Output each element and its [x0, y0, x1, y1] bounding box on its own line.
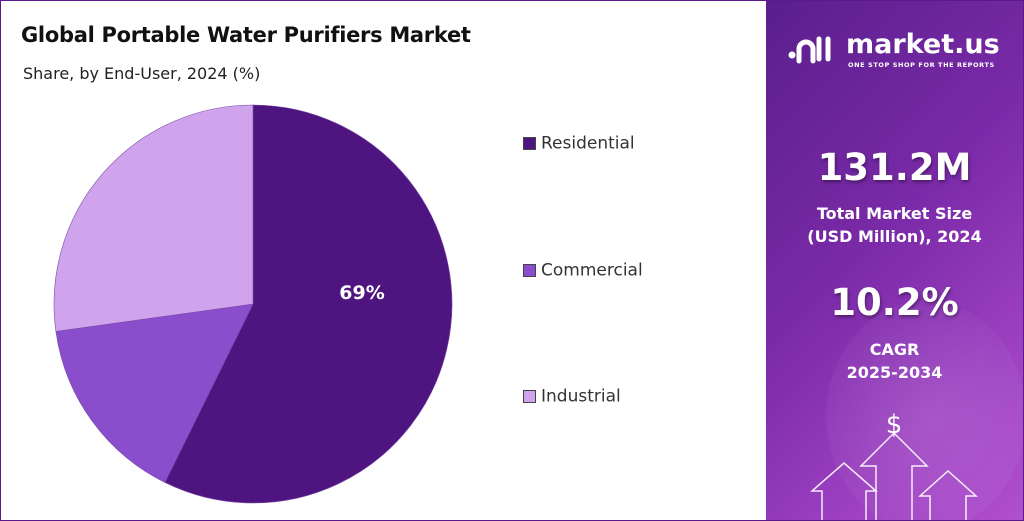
- pie-slice-industrial: [53, 104, 254, 332]
- pie-slice-residential: [164, 104, 453, 504]
- pie-chart: 69%: [53, 104, 453, 504]
- logo-name: market.us: [846, 29, 1000, 60]
- chart-title: Global Portable Water Purifiers Market: [21, 23, 471, 47]
- legend-swatch: [523, 137, 536, 150]
- market-size-value: 131.2M: [817, 146, 972, 189]
- cagr-value: 10.2%: [830, 281, 959, 324]
- legend-label: Residential: [541, 133, 635, 154]
- stats-panel: market.us ONE STOP SHOP FOR THE REPORTS …: [766, 1, 1023, 520]
- data-label-residential: 69%: [339, 282, 384, 304]
- logo-mark-icon: [788, 36, 831, 64]
- market-size-label-line2: (USD Million), 2024: [807, 227, 982, 246]
- background-glow: [826, 301, 1023, 520]
- legend-item-commercial: Commercial: [523, 260, 643, 281]
- dollar-icon: $: [886, 410, 903, 440]
- cagr-label-line1: CAGR: [869, 340, 920, 359]
- pie-slice-commercial: [55, 303, 254, 483]
- chart-subtitle: Share, by End-User, 2024 (%): [23, 64, 261, 83]
- market-size-label-line1: Total Market Size: [816, 204, 973, 223]
- cagr-label: CAGR 2025-2034: [766, 338, 1023, 384]
- market-size-label: Total Market Size (USD Million), 2024: [766, 202, 1023, 248]
- legend-label: Commercial: [541, 260, 643, 281]
- cagr-label-line2: 2025-2034: [846, 363, 943, 382]
- growth-arrows-icon: $: [810, 410, 978, 520]
- chart-panel: Global Portable Water Purifiers Market S…: [1, 1, 765, 520]
- legend-label: Industrial: [541, 386, 621, 407]
- legend-item-residential: Residential: [523, 133, 635, 154]
- legend-item-industrial: Industrial: [523, 386, 621, 407]
- legend-swatch: [523, 264, 536, 277]
- logo-tagline: ONE STOP SHOP FOR THE REPORTS: [848, 61, 995, 69]
- legend-swatch: [523, 390, 536, 403]
